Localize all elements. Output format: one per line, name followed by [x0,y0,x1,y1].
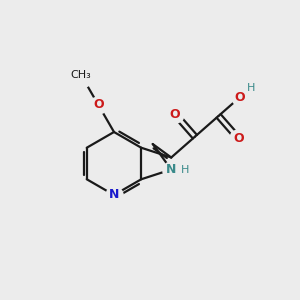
Text: O: O [93,98,104,111]
Point [182,167,187,172]
Text: O: O [235,91,245,104]
Text: CH₃: CH₃ [70,70,91,80]
Text: O: O [170,108,181,121]
Point [169,167,174,172]
Point [236,136,241,141]
Point [112,193,116,197]
Text: O: O [233,132,244,145]
Point [246,87,251,92]
Text: H: H [247,83,255,93]
Text: H: H [181,164,190,175]
Point [173,112,178,117]
Point [238,95,242,100]
Text: N: N [166,163,176,176]
Point [96,102,101,107]
Text: N: N [109,188,119,202]
Point [79,72,83,77]
